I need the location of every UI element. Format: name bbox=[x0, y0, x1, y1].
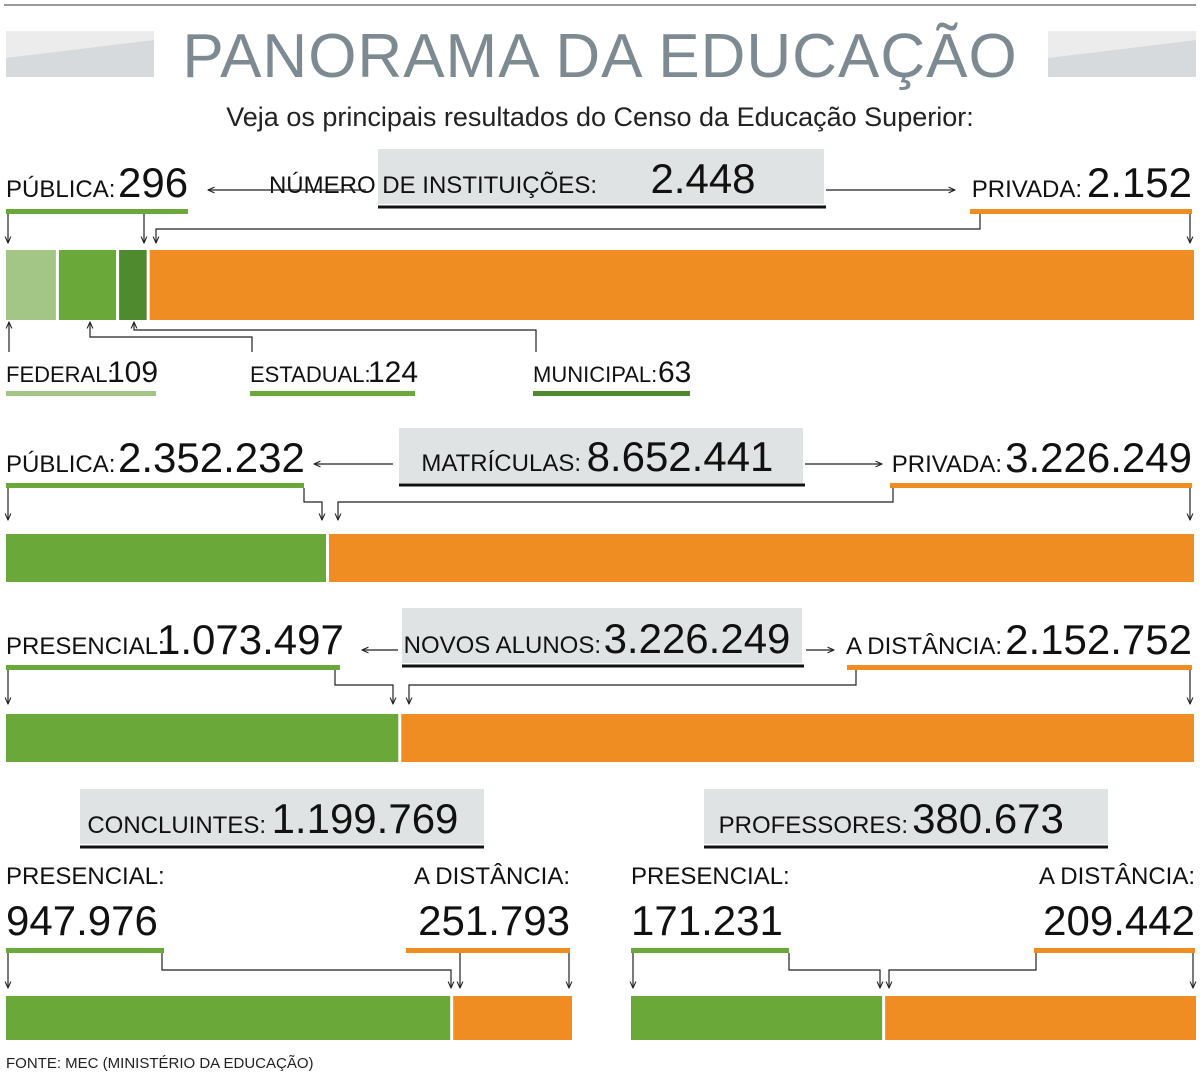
bar-concluintes bbox=[6, 996, 572, 1040]
right-value: 3.226.249 bbox=[1005, 434, 1192, 481]
left-value: 2.352.232 bbox=[118, 434, 305, 481]
page-title: PANORAMA DA EDUCAÇÃO bbox=[182, 22, 1017, 91]
right-label: A DISTÂNCIA: bbox=[414, 863, 570, 890]
page-subtitle: Veja os principais resultados do Censo d… bbox=[226, 102, 973, 132]
header-box bbox=[402, 608, 802, 663]
bar-segment bbox=[885, 996, 1196, 1040]
right-value: 2.152.752 bbox=[1005, 616, 1192, 663]
section-concluintes: CONCLUINTES: 1.199.769 PRESENCIAL: 947.9… bbox=[6, 789, 572, 1040]
header-total: 2.448 bbox=[650, 155, 755, 202]
municipal-value: 63 bbox=[658, 356, 691, 389]
federal-value: 109 bbox=[108, 356, 158, 389]
header-box bbox=[80, 789, 484, 844]
section-professores: PROFESSORES: 380.673 PRESENCIAL: 171.231… bbox=[631, 789, 1196, 1040]
section-novos-alunos: NOVOS ALUNOS: 3.226.249 PRESENCIAL: 1.07… bbox=[6, 608, 1194, 762]
left-label: PÚBLICA: bbox=[6, 176, 115, 203]
section-instituicoes: NÚMERO DE INSTITUIÇÕES: 2.448 PÚBLICA: 2… bbox=[6, 149, 1194, 396]
right-label: A DISTÂNCIA: bbox=[1039, 863, 1195, 890]
right-value: 209.442 bbox=[1043, 897, 1195, 944]
bar-segment bbox=[6, 996, 451, 1040]
section-matriculas: MATRÍCULAS: 8.652.441 PÚBLICA: 2.352.232… bbox=[6, 428, 1195, 582]
header-box bbox=[399, 428, 803, 483]
bar-segment bbox=[328, 534, 1195, 582]
bar-segment bbox=[401, 714, 1194, 762]
bar-segment bbox=[119, 250, 147, 320]
municipal-label: MUNICIPAL: bbox=[533, 362, 657, 387]
bar-segment bbox=[6, 534, 326, 582]
left-value: 296 bbox=[118, 159, 188, 206]
header-total: 3.226.249 bbox=[604, 615, 791, 662]
left-value: 1.073.497 bbox=[157, 616, 344, 663]
estadual-value: 124 bbox=[368, 356, 418, 389]
bar-segment bbox=[149, 250, 1194, 320]
estadual-label: ESTADUAL: bbox=[250, 362, 371, 387]
left-label: PRESENCIAL: bbox=[6, 863, 165, 890]
left-decoration bbox=[6, 31, 154, 77]
bar-segment bbox=[58, 250, 117, 320]
left-label: PRESENCIAL: bbox=[631, 863, 790, 890]
bar-segment bbox=[6, 714, 399, 762]
right-label: PRIVADA: bbox=[972, 176, 1082, 203]
left-value: 947.976 bbox=[6, 897, 158, 944]
header-label: NOVOS ALUNOS: bbox=[404, 632, 601, 659]
left-label: PÚBLICA: bbox=[6, 451, 115, 478]
bar-segment bbox=[6, 250, 56, 320]
header-label: CONCLUINTES: bbox=[87, 812, 266, 839]
bar-matriculas bbox=[6, 534, 1195, 582]
bar-instituicoes bbox=[6, 250, 1194, 320]
header-label: PROFESSORES: bbox=[719, 812, 908, 839]
right-label: PRIVADA: bbox=[892, 451, 1002, 478]
left-label: PRESENCIAL: bbox=[6, 633, 165, 660]
header-total: 380.673 bbox=[912, 795, 1064, 842]
header-label: MATRÍCULAS: bbox=[421, 450, 581, 477]
header-box bbox=[378, 149, 824, 204]
header-total: 8.652.441 bbox=[587, 433, 774, 480]
bar-segment bbox=[631, 996, 883, 1040]
header-box bbox=[704, 789, 1108, 844]
header-total: 1.199.769 bbox=[272, 795, 459, 842]
right-value: 2.152 bbox=[1087, 159, 1192, 206]
right-decoration bbox=[1048, 31, 1196, 77]
federal-label: FEDERAL: bbox=[6, 362, 114, 387]
source-note: FONTE: MEC (MINISTÉRIO DA EDUCAÇÃO) bbox=[6, 1055, 314, 1072]
bar-professores bbox=[631, 996, 1196, 1040]
bar-segment bbox=[453, 996, 572, 1040]
right-label: A DISTÂNCIA: bbox=[846, 633, 1002, 660]
left-value: 171.231 bbox=[631, 897, 783, 944]
header-label: NÚMERO DE INSTITUIÇÕES: bbox=[269, 171, 597, 199]
bar-novos-alunos bbox=[6, 714, 1194, 762]
right-value: 251.793 bbox=[418, 897, 570, 944]
